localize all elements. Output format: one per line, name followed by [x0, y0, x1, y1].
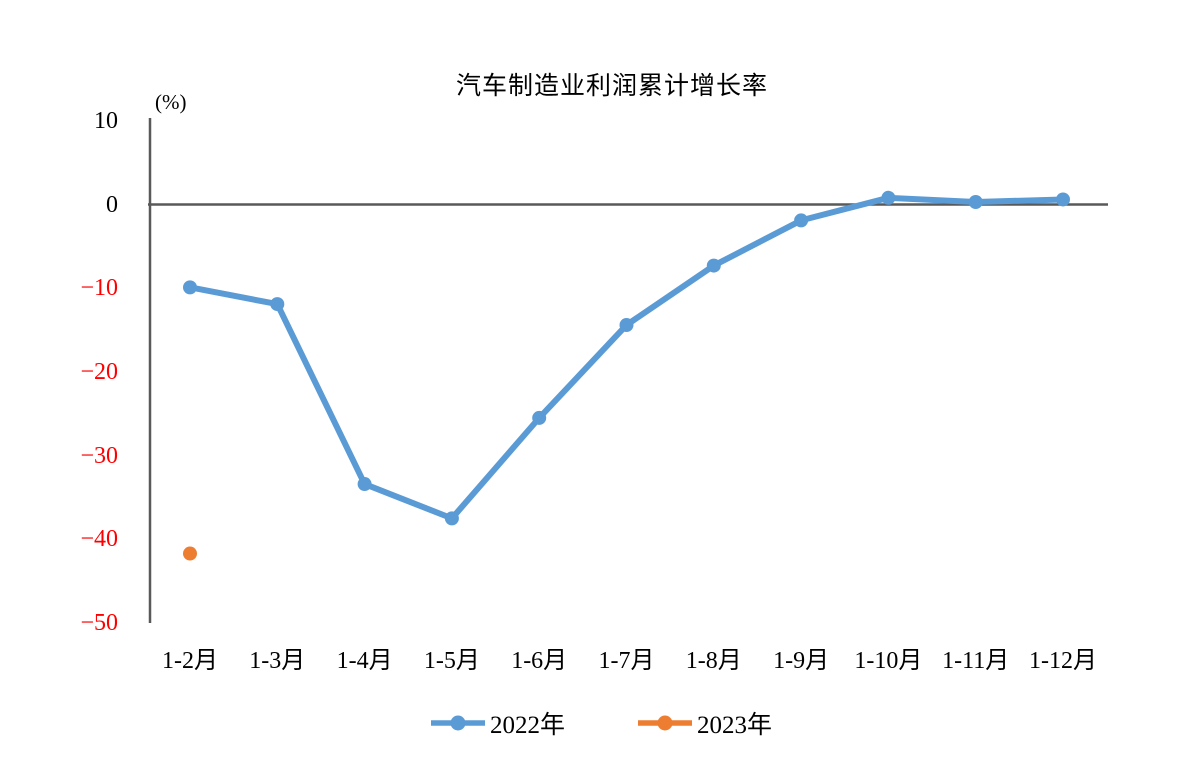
y-tick-label: 0	[106, 191, 118, 218]
legend-item-2022: 2022年	[428, 705, 565, 741]
series-point-2022年	[183, 280, 197, 295]
y-tick-label: −40	[80, 526, 118, 553]
legend-item-2023: 2023年	[635, 705, 772, 741]
y-tick-label: −10	[80, 275, 118, 302]
series-point-2022年	[619, 318, 634, 333]
y-tick-label: −30	[80, 442, 118, 469]
x-category-label: 1-7月	[598, 648, 655, 674]
y-tick-label: −50	[80, 610, 118, 636]
x-category-label: 1-5月	[423, 648, 480, 674]
line-marker-icon	[430, 715, 485, 731]
legend-label-2023: 2023年	[697, 712, 773, 739]
x-category-label: 1-6月	[511, 648, 568, 674]
series-point-2023年	[183, 546, 197, 561]
series-point-2022年	[444, 511, 459, 526]
chart-title: 汽车制造业利润累计增长率	[455, 73, 768, 100]
x-category-label: 1-12月	[1029, 648, 1097, 674]
y-axis-unit-label: (%)	[155, 90, 187, 114]
y-tick-label: −20	[80, 358, 118, 385]
x-category-label: 1-4月	[336, 648, 393, 674]
series-point-2022年	[794, 213, 809, 228]
x-category-label: 1-10月	[854, 648, 923, 674]
line-marker-icon	[638, 715, 692, 731]
series-point-2022年	[706, 258, 721, 273]
series-point-2022年	[357, 477, 372, 492]
x-category-label: 1-3月	[249, 648, 306, 674]
y-tick-label: 10	[94, 107, 118, 134]
series-line-2022年	[187, 194, 1066, 522]
legend-label-2022: 2022年	[489, 712, 565, 739]
series-point-2022年	[968, 194, 983, 209]
x-category-label: 1-2月	[162, 648, 218, 674]
series-point-2022年	[1056, 192, 1070, 207]
series-point-2022年	[881, 190, 896, 205]
series-point-2022年	[270, 297, 285, 312]
chart-legend: 2022年 2023年	[0, 705, 1200, 741]
x-category-label: 1-11月	[942, 648, 1010, 674]
x-category-label: 1-9月	[773, 648, 830, 674]
x-category-label: 1-8月	[685, 648, 742, 674]
series-point-2022年	[532, 410, 547, 425]
